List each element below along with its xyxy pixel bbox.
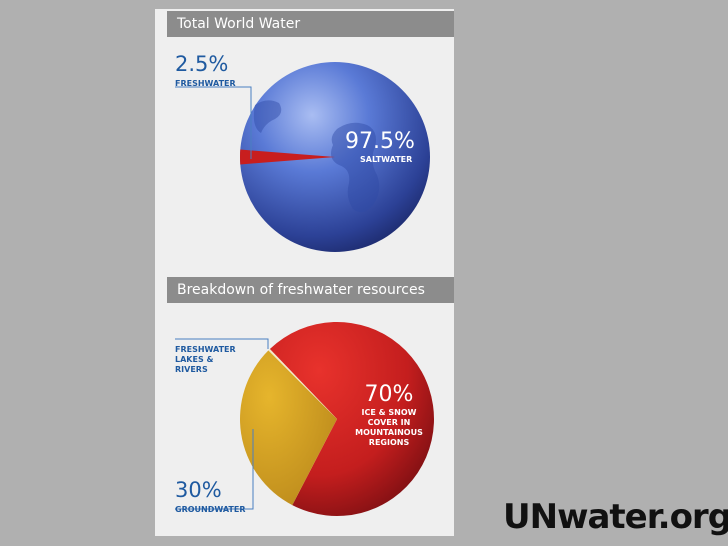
groundwater-slice xyxy=(240,350,337,506)
ice-snow-label-line-4: REGIONS xyxy=(369,438,410,447)
lakes-label-line-1: FRESHWATER xyxy=(175,345,236,354)
continents-decoration xyxy=(253,100,380,213)
freshwater-slice xyxy=(239,149,335,165)
ice-snow-label-line-2: COVER IN xyxy=(368,418,411,427)
groundwater-leader-line xyxy=(175,429,254,510)
ice-snow-value-label: 70% xyxy=(365,382,414,407)
lakes-rivers-slice xyxy=(268,348,337,419)
charts-canvas: 2.5% FRESHWATER 97.5% SALTWATER FRESHWAT… xyxy=(175,52,435,516)
groundwater-category-label: GROUNDWATER xyxy=(175,505,245,514)
total-world-water-header: Total World Water xyxy=(167,11,454,37)
ice-snow-slice xyxy=(269,321,435,516)
ice-snow-label-line-3: MOUNTAINOUS xyxy=(355,428,423,437)
freshwater-category-label: FRESHWATER xyxy=(175,79,236,88)
lakes-leader-line xyxy=(175,338,269,349)
lakes-label-line-2: LAKES & xyxy=(175,355,214,364)
lakes-label-line-3: RIVERS xyxy=(175,365,208,374)
freshwater-breakdown-header: Breakdown of freshwater resources xyxy=(167,277,454,303)
ice-snow-label-line-1: ICE & SNOW xyxy=(362,408,417,417)
water-infographic: Total World Water Breakdown of freshwate… xyxy=(155,9,454,536)
freshwater-leader-line xyxy=(175,86,252,159)
freshwater-value-label: 2.5% xyxy=(175,52,228,76)
saltwater-value-label: 97.5% xyxy=(345,129,415,154)
saltwater-category-label: SALTWATER xyxy=(360,155,412,164)
pie-chart-total-water: 2.5% FRESHWATER 97.5% SALTWATER xyxy=(175,52,430,252)
pie-chart-freshwater: FRESHWATER LAKES & RIVERS 30% GROUNDWATE… xyxy=(175,321,435,516)
groundwater-value-label: 30% xyxy=(175,478,222,502)
unwater-brand-text: UNwater.org xyxy=(503,497,728,537)
